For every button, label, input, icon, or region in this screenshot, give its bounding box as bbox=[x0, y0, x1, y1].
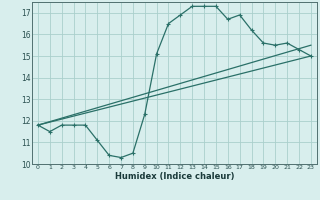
X-axis label: Humidex (Indice chaleur): Humidex (Indice chaleur) bbox=[115, 172, 234, 181]
